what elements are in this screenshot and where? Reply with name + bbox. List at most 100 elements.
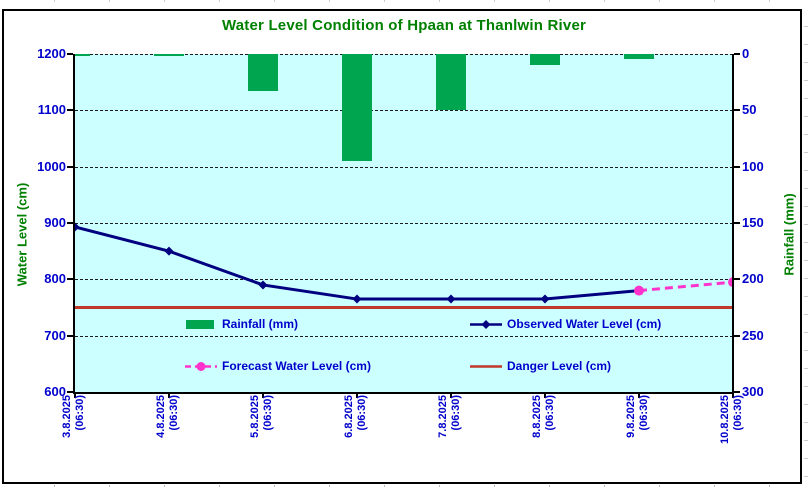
legend-label: Forecast Water Level (cm) xyxy=(222,359,371,373)
x-label-date: 8.8.2025 xyxy=(531,395,543,438)
x-axis-tick-label: 6.8.2025 (06:30) xyxy=(343,395,371,471)
observed-point-diamond xyxy=(164,246,174,256)
x-axis-tick-label: 7.8.2025 (06:30) xyxy=(437,395,465,471)
spreadsheet-gridline-right xyxy=(804,9,808,484)
left-axis-tick-label: 900 xyxy=(44,215,66,230)
observed-point-diamond xyxy=(75,222,80,232)
x-label-date: 6.8.2025 xyxy=(343,395,355,438)
x-axis-tick-label: 9.8.2025 (06:30) xyxy=(625,395,653,471)
left-axis-tickmark xyxy=(67,278,73,281)
x-axis-tickmark xyxy=(168,394,170,398)
x-axis-tickmark xyxy=(450,394,452,398)
bottom-axis-line xyxy=(73,392,734,394)
x-axis-tickmark xyxy=(74,394,76,398)
right-axis-tick-label: 250 xyxy=(742,327,764,343)
legend-item-forecast: Forecast Water Level (cm) xyxy=(185,359,371,373)
gridline xyxy=(75,166,733,168)
right-axis-tick-label: 150 xyxy=(742,215,764,230)
left-axis-line xyxy=(73,54,75,394)
legend-swatch-shape xyxy=(196,361,206,371)
x-axis-tick-label: 3.8.2025 (06:30) xyxy=(61,395,89,471)
x-label-date: 3.8.2025 xyxy=(61,395,73,438)
left-axis-tickmark xyxy=(67,109,73,112)
right-axis-title: Rainfall (mm) xyxy=(781,193,797,276)
rainfall-bar xyxy=(248,54,278,92)
x-label-date: 4.8.2025 xyxy=(155,395,167,438)
left-axis-tick-label: 1000 xyxy=(37,158,66,174)
left-axis-tickmark xyxy=(67,53,73,55)
left-axis-tick-label: 1200 xyxy=(37,46,66,61)
x-axis-tick-label: 5.8.2025 (06:30) xyxy=(249,395,277,471)
right-axis-tick-label: 100 xyxy=(742,158,764,174)
legend-item-rainfall: Rainfall (mm) xyxy=(185,317,298,331)
x-axis-tickmark xyxy=(356,394,358,398)
legend-swatch-dashed-circle xyxy=(185,361,217,371)
legend-item-danger: Danger Level (cm) xyxy=(470,359,611,373)
legend-swatch-line-diamond xyxy=(470,319,502,329)
left-axis-tick-label: 700 xyxy=(44,327,66,343)
right-axis-tick-label: 200 xyxy=(742,271,764,287)
left-axis-tickmark xyxy=(67,222,73,224)
x-label-time: (06:30) xyxy=(732,395,744,431)
x-axis-tick-label: 10.8.2025 (06:30) xyxy=(719,395,747,471)
right-axis-tickmark xyxy=(734,222,740,224)
legend-label: Rainfall (mm) xyxy=(222,317,299,331)
x-label-date: 5.8.2025 xyxy=(249,395,261,438)
x-label-time: (06:30) xyxy=(638,395,650,431)
right-axis-tick-label: 50 xyxy=(742,102,757,118)
legend-swatch-bar xyxy=(186,319,214,329)
observed-point-diamond xyxy=(540,294,550,304)
right-axis-tick-label: 0 xyxy=(742,46,750,61)
right-axis-tickmark xyxy=(734,109,740,112)
left-axis-tickmark xyxy=(67,334,73,337)
x-label-date: 7.8.2025 xyxy=(437,395,449,438)
x-label-time: (06:30) xyxy=(74,395,86,431)
gridline xyxy=(75,335,733,337)
rainfall-bar xyxy=(75,54,90,57)
gridline xyxy=(75,223,733,224)
plot-area xyxy=(75,54,733,392)
x-axis-tickmark xyxy=(262,394,264,398)
x-axis-tickmark xyxy=(638,394,640,398)
gridline xyxy=(75,110,733,112)
gridline xyxy=(75,54,733,55)
right-axis-tick-label: 300 xyxy=(742,384,764,399)
legend-swatch-line xyxy=(470,364,502,368)
right-axis-tickmark xyxy=(734,53,740,55)
line-series-layer xyxy=(75,222,733,309)
left-axis-tickmark xyxy=(67,391,73,393)
x-label-time: (06:30) xyxy=(356,395,368,431)
forecast-point-circle xyxy=(634,285,644,296)
legend-item-observed: Observed Water Level (cm) xyxy=(470,317,661,331)
right-axis-line xyxy=(732,54,734,394)
legend-label: Danger Level (cm) xyxy=(507,359,612,373)
forecast-point-circle xyxy=(728,277,733,288)
right-axis-tickmark xyxy=(734,278,740,281)
observed-water-level-line xyxy=(75,225,640,301)
left-axis-tick-label: 800 xyxy=(44,271,66,287)
x-label-date: 9.8.2025 xyxy=(625,395,637,438)
legend-label: Observed Water Level (cm) xyxy=(507,317,662,331)
rainfall-bar xyxy=(436,54,466,111)
observed-point-diamond xyxy=(352,294,362,304)
left-axis-tickmark xyxy=(67,165,73,168)
chart-title: Water Level Condition of Hpaan at Thanlw… xyxy=(221,17,587,34)
left-axis-tick-label: 1100 xyxy=(37,102,66,118)
x-label-time: (06:30) xyxy=(262,395,274,431)
x-label-date: 10.8.2025 xyxy=(719,395,731,444)
legend-swatch-shape xyxy=(481,319,491,329)
observed-point-diamond xyxy=(258,280,268,290)
gridline xyxy=(75,279,733,281)
rainfall-bar xyxy=(530,54,560,66)
x-axis-tickmark xyxy=(544,394,546,398)
legend-swatch-shape xyxy=(186,319,214,329)
x-axis-tick-label: 8.8.2025 (06:30) xyxy=(531,395,559,471)
right-axis-tickmark xyxy=(734,334,740,337)
x-axis-tick-label: 4.8.2025 (06:30) xyxy=(155,395,183,471)
x-axis-tickmark xyxy=(732,394,734,398)
left-axis-tick-label: 600 xyxy=(44,384,66,399)
rainfall-bar xyxy=(342,54,372,162)
observed-point-diamond xyxy=(446,294,456,304)
rainfall-bar xyxy=(154,54,184,57)
